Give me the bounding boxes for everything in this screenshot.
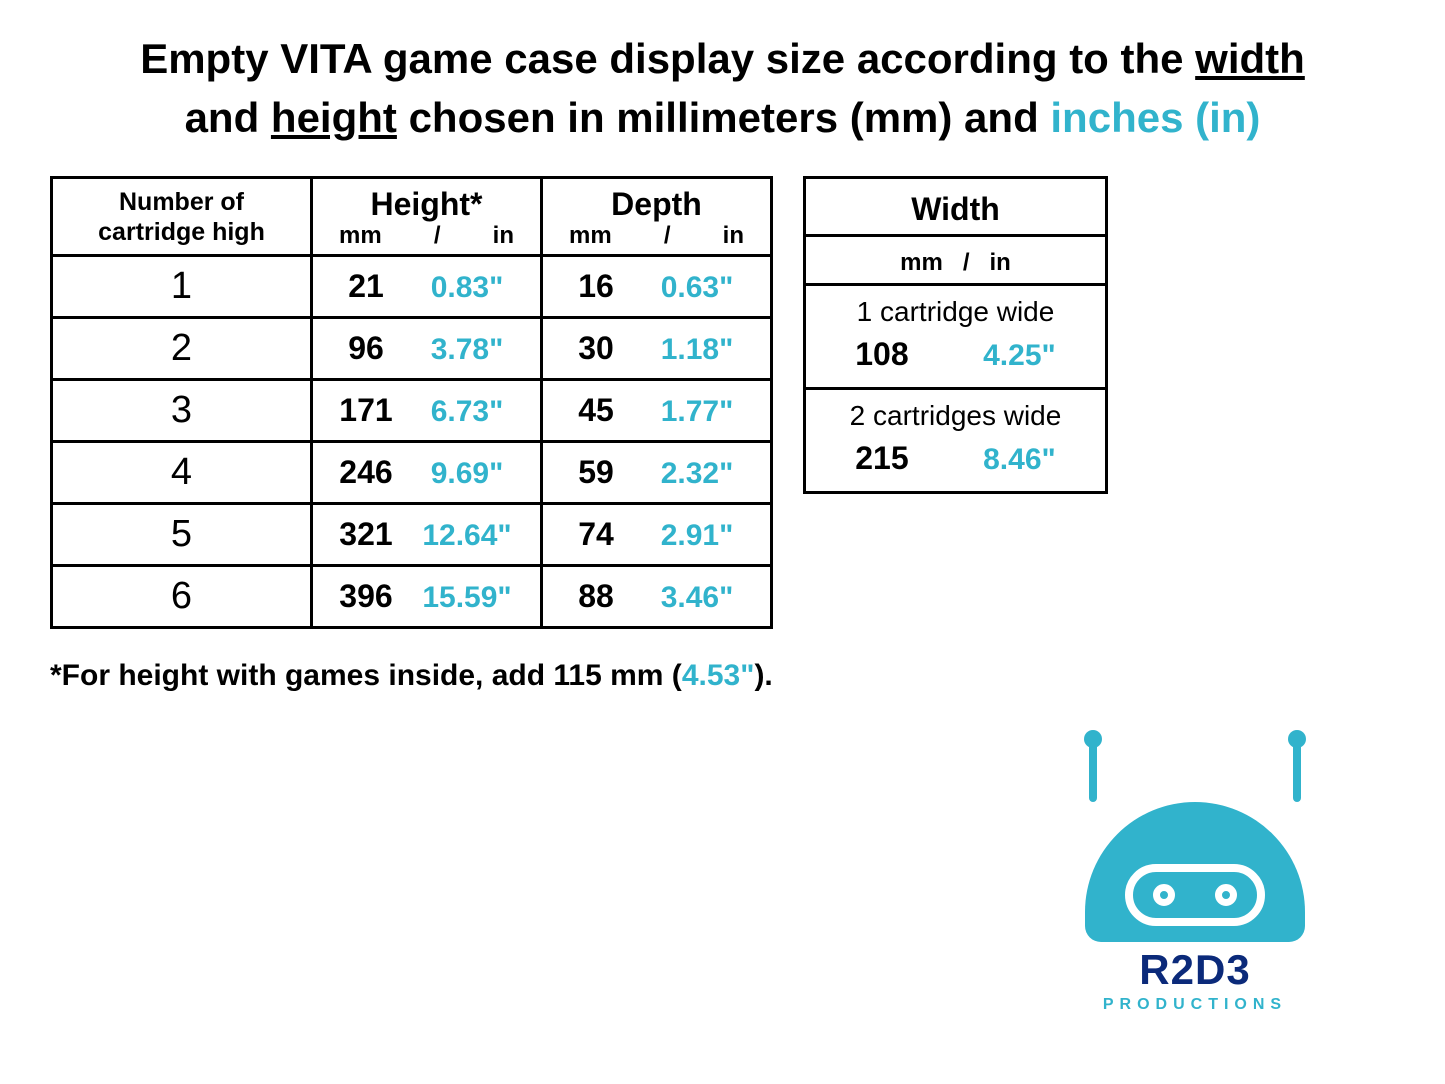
height-in: 9.69" bbox=[412, 457, 522, 491]
title-text-mid: and bbox=[185, 94, 271, 141]
table-row: 1 cartridge wide 108 4.25" bbox=[805, 284, 1107, 388]
logo: R2D3 PRODUCTIONS bbox=[1055, 742, 1335, 1014]
col-header-height-title: Height* bbox=[325, 187, 528, 222]
depth-cell: 59 2.32" bbox=[542, 441, 772, 503]
footnote-pre: *For height with games inside, add 115 m… bbox=[50, 659, 682, 692]
height-mm: 396 bbox=[331, 578, 401, 615]
width-label: 1 cartridge wide bbox=[818, 296, 1093, 328]
col-header-number-l1: Number of bbox=[65, 187, 298, 217]
width-label: 2 cartridges wide bbox=[818, 400, 1093, 432]
num-cell: 4 bbox=[52, 441, 312, 503]
width-in: 8.46" bbox=[983, 443, 1056, 477]
title-inches: inches (in) bbox=[1050, 94, 1260, 141]
height-cell: 396 15.59" bbox=[312, 565, 542, 627]
height-in: 3.78" bbox=[412, 333, 522, 367]
height-cell: 171 6.73" bbox=[312, 379, 542, 441]
depth-cell: 45 1.77" bbox=[542, 379, 772, 441]
depth-cell: 88 3.46" bbox=[542, 565, 772, 627]
depth-mm: 88 bbox=[561, 578, 631, 615]
height-mm: 321 bbox=[331, 516, 401, 553]
logo-sub: PRODUCTIONS bbox=[1055, 996, 1335, 1014]
height-in: 15.59" bbox=[412, 581, 522, 615]
depth-mm: 45 bbox=[561, 392, 631, 429]
width-cell: 2 cartridges wide 215 8.46" bbox=[805, 388, 1107, 492]
width-header: Width bbox=[805, 177, 1107, 235]
height-in: 6.73" bbox=[412, 395, 522, 429]
height-mm: 96 bbox=[331, 330, 401, 367]
depth-cell: 74 2.91" bbox=[542, 503, 772, 565]
table-row: 2 96 3.78" 30 1.18" bbox=[52, 317, 772, 379]
width-sub-sep: / bbox=[963, 249, 970, 277]
height-cell: 96 3.78" bbox=[312, 317, 542, 379]
main-size-table: Number of cartridge high Height* mm / in… bbox=[50, 176, 773, 629]
num-cell: 6 bbox=[52, 565, 312, 627]
height-in: 12.64" bbox=[412, 519, 522, 553]
table-row: 1 21 0.83" 16 0.63" bbox=[52, 255, 772, 317]
depth-sub-in: in bbox=[723, 222, 744, 250]
width-mm: 215 bbox=[855, 440, 908, 477]
depth-sub-sep: / bbox=[664, 222, 671, 250]
col-header-height: Height* mm / in bbox=[312, 177, 542, 255]
depth-mm: 16 bbox=[561, 268, 631, 305]
height-mm: 171 bbox=[331, 392, 401, 429]
depth-mm: 74 bbox=[561, 516, 631, 553]
content-area: Number of cartridge high Height* mm / in… bbox=[50, 176, 1395, 629]
width-sub-mm: mm bbox=[900, 249, 943, 277]
footnote: *For height with games inside, add 115 m… bbox=[50, 659, 1395, 693]
title-width-word: width bbox=[1195, 35, 1305, 82]
title-text-post: chosen in millimeters (mm) and bbox=[397, 94, 1050, 141]
width-mm: 108 bbox=[855, 336, 908, 373]
height-sub-in: in bbox=[493, 222, 514, 250]
num-cell: 2 bbox=[52, 317, 312, 379]
height-cell: 246 9.69" bbox=[312, 441, 542, 503]
height-cell: 21 0.83" bbox=[312, 255, 542, 317]
depth-in: 3.46" bbox=[642, 581, 752, 615]
col-header-number-l2: cartridge high bbox=[65, 217, 298, 247]
title-text-pre: Empty VITA game case display size accord… bbox=[140, 35, 1195, 82]
height-mm: 246 bbox=[331, 454, 401, 491]
num-cell: 5 bbox=[52, 503, 312, 565]
num-cell: 1 bbox=[52, 255, 312, 317]
page-title: Empty VITA game case display size accord… bbox=[50, 30, 1395, 148]
width-table: Width mm / in 1 cartridge wide 108 4.25" 2 … bbox=[803, 176, 1108, 494]
depth-in: 1.77" bbox=[642, 395, 752, 429]
footnote-post: ). bbox=[754, 659, 772, 692]
width-in: 4.25" bbox=[983, 339, 1056, 373]
table-row: 4 246 9.69" 59 2.32" bbox=[52, 441, 772, 503]
depth-sub-mm: mm bbox=[569, 222, 612, 250]
col-header-depth: Depth mm / in bbox=[542, 177, 772, 255]
depth-mm: 59 bbox=[561, 454, 631, 491]
width-subheader: mm / in bbox=[805, 235, 1107, 284]
depth-mm: 30 bbox=[561, 330, 631, 367]
depth-cell: 16 0.63" bbox=[542, 255, 772, 317]
height-in: 0.83" bbox=[412, 271, 522, 305]
logo-brand: R2D3 bbox=[1055, 946, 1335, 994]
depth-in: 0.63" bbox=[642, 271, 752, 305]
num-cell: 3 bbox=[52, 379, 312, 441]
height-sub-sep: / bbox=[434, 222, 441, 250]
depth-in: 1.18" bbox=[642, 333, 752, 367]
table-row: 3 171 6.73" 45 1.77" bbox=[52, 379, 772, 441]
col-header-number: Number of cartridge high bbox=[52, 177, 312, 255]
depth-in: 2.32" bbox=[642, 457, 752, 491]
depth-cell: 30 1.18" bbox=[542, 317, 772, 379]
robot-icon bbox=[1055, 742, 1335, 942]
height-mm: 21 bbox=[331, 268, 401, 305]
width-cell: 1 cartridge wide 108 4.25" bbox=[805, 284, 1107, 388]
depth-in: 2.91" bbox=[642, 519, 752, 553]
footnote-in: 4.53" bbox=[682, 659, 755, 692]
width-title: Width bbox=[816, 191, 1095, 228]
col-header-depth-title: Depth bbox=[555, 187, 758, 222]
height-cell: 321 12.64" bbox=[312, 503, 542, 565]
table-row: 6 396 15.59" 88 3.46" bbox=[52, 565, 772, 627]
table-row: 2 cartridges wide 215 8.46" bbox=[805, 388, 1107, 492]
table-row: 5 321 12.64" 74 2.91" bbox=[52, 503, 772, 565]
width-sub-in: in bbox=[990, 249, 1011, 277]
height-sub-mm: mm bbox=[339, 222, 382, 250]
title-height-word: height bbox=[271, 94, 397, 141]
